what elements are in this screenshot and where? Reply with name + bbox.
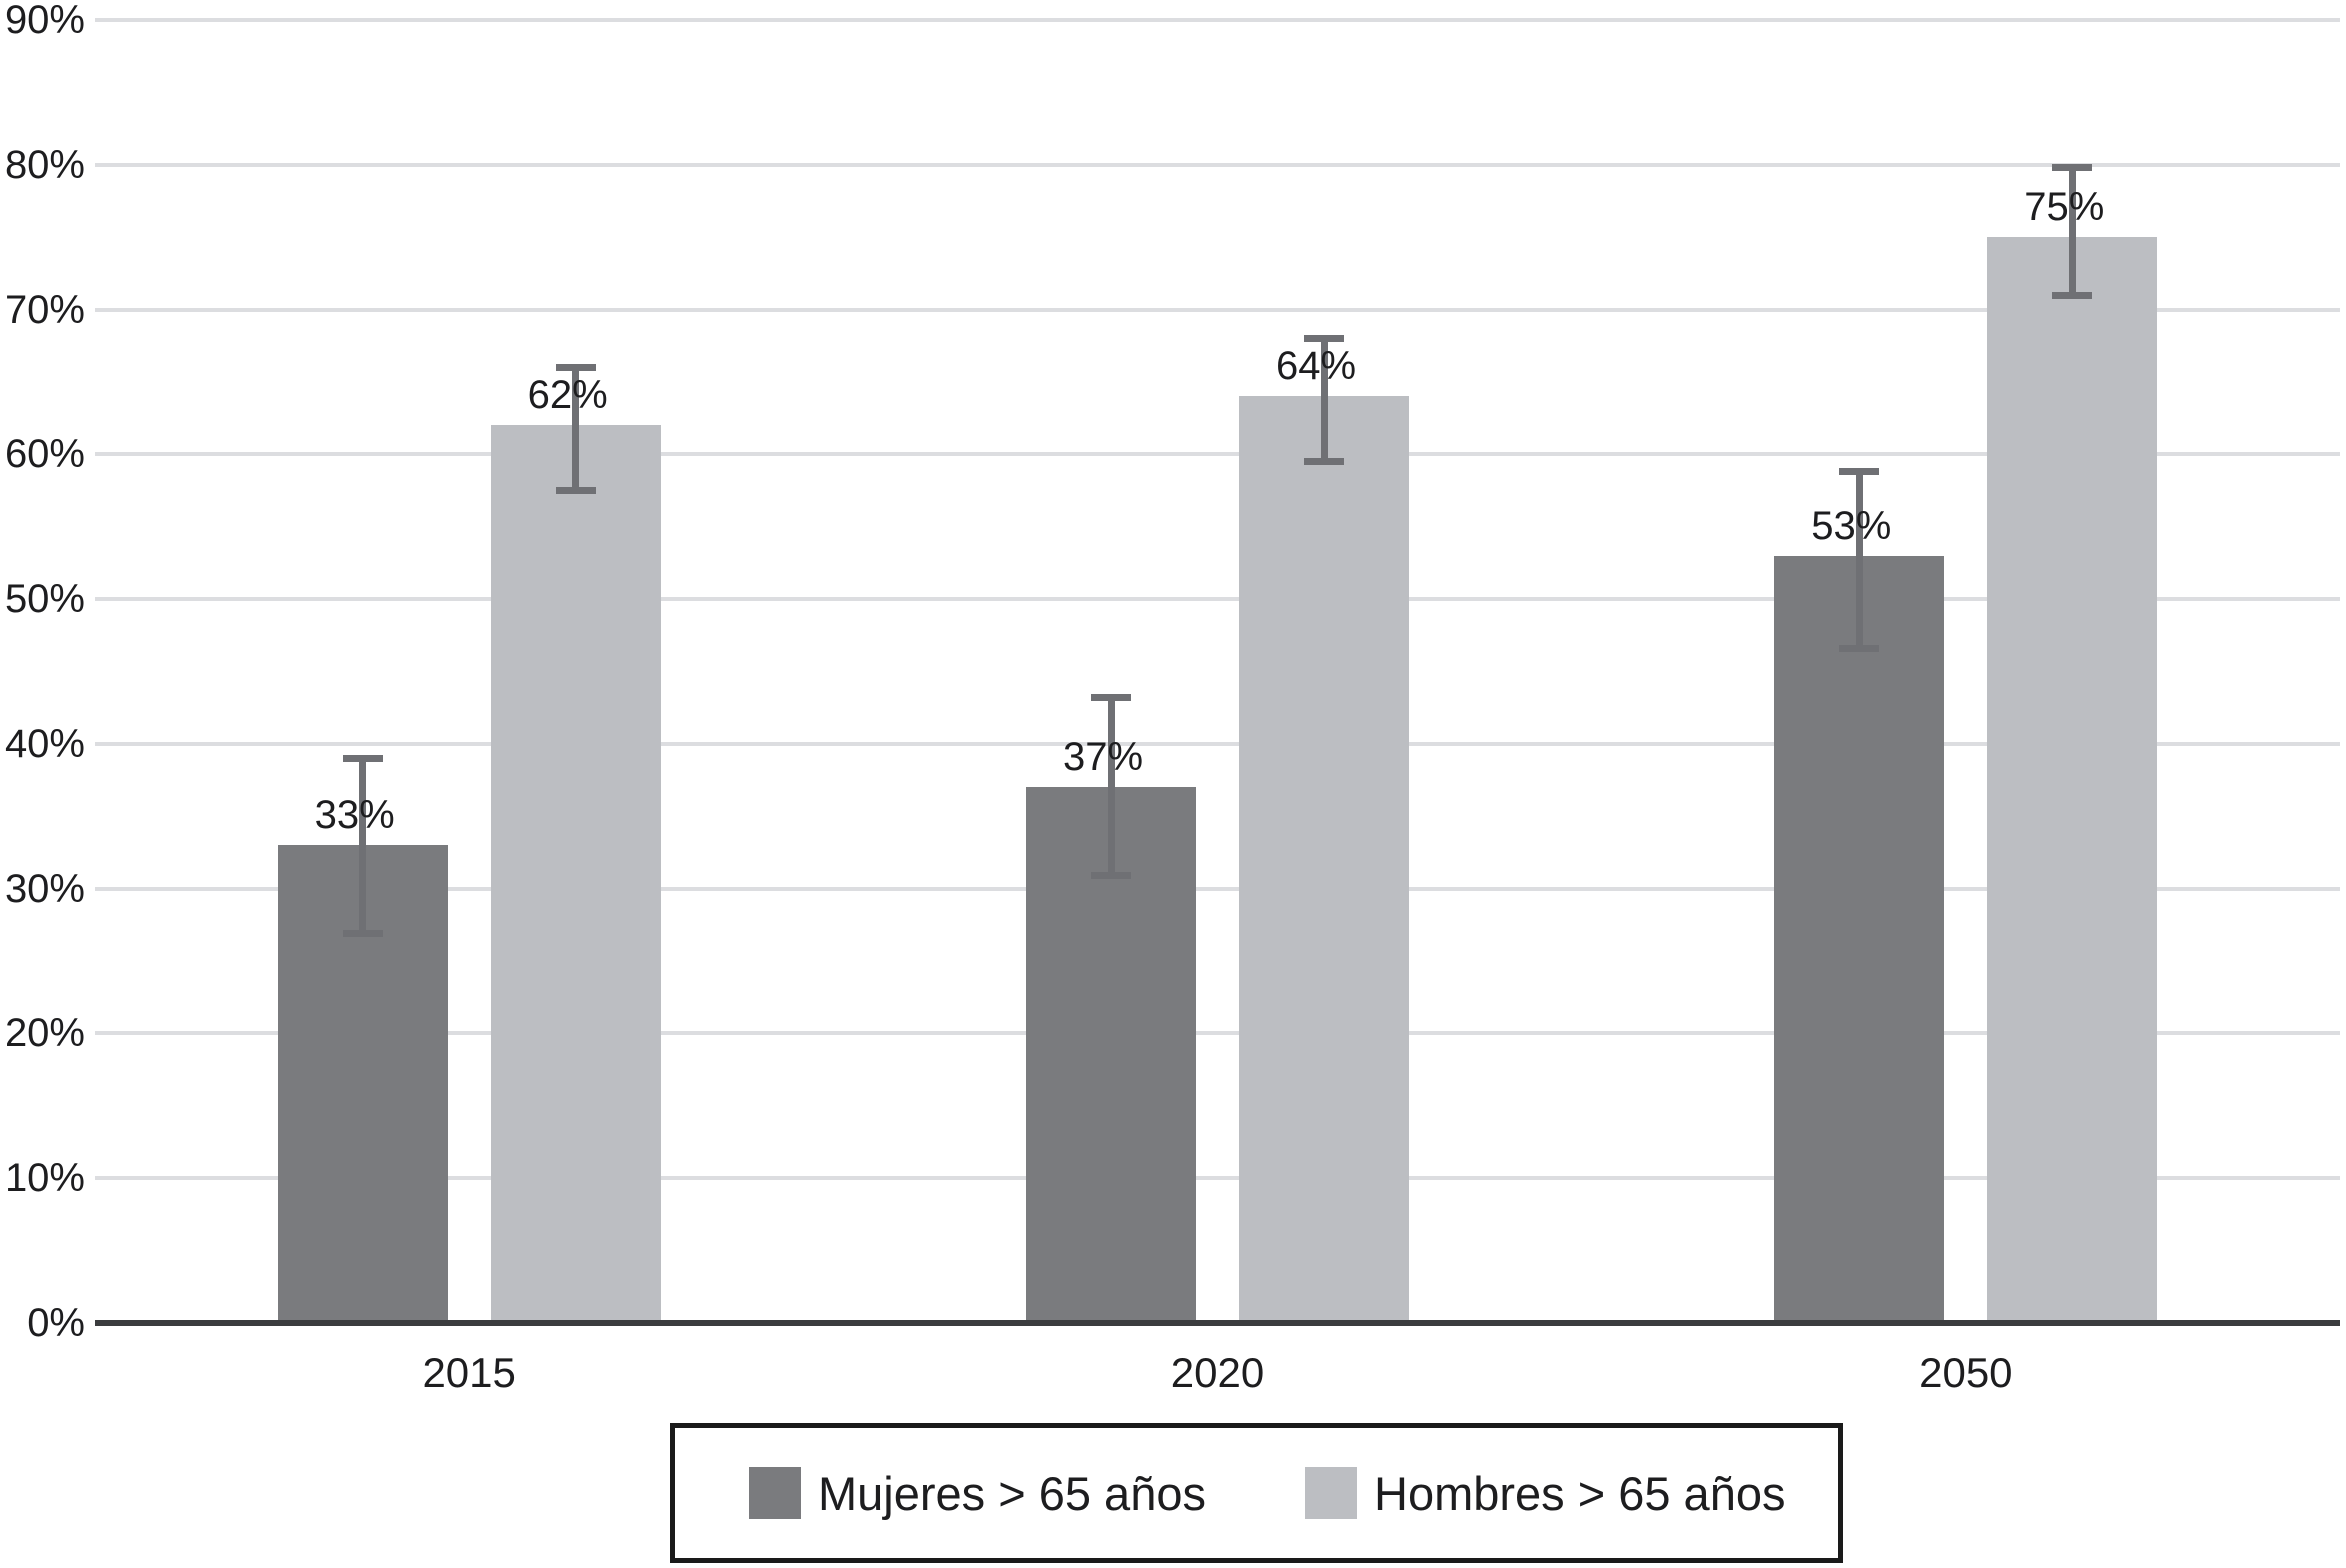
bar-2050-series0 <box>1774 555 1945 1323</box>
bar-value-label: 64% <box>1275 344 1357 389</box>
y-axis-tick-label: 60% <box>4 432 85 477</box>
y-axis-tick-label: 40% <box>4 721 85 766</box>
error-bar-cap-bottom <box>342 930 383 938</box>
bar-value-label: 75% <box>2024 185 2105 230</box>
gridline-60 <box>95 452 2340 457</box>
gridline-90 <box>95 18 2340 22</box>
bar-value-label: 33% <box>314 793 395 838</box>
bar-2015-series1 <box>490 425 661 1323</box>
y-axis-tick-label: 70% <box>4 287 85 332</box>
y-axis-tick-label: 20% <box>4 1011 85 1056</box>
legend-label: Hombres > 65 años <box>1374 1466 1786 1520</box>
bar-value-label: 37% <box>1062 735 1144 780</box>
y-axis-tick-label: 80% <box>4 142 85 187</box>
error-bar-cap-bottom <box>1839 644 1880 652</box>
gridline-40 <box>95 741 2340 746</box>
gridline-70 <box>95 307 2340 312</box>
error-bar-line <box>2068 167 2076 296</box>
gridline-50 <box>95 597 2340 602</box>
x-axis-category-label: 2015 <box>422 1349 516 1396</box>
x-axis-category-label: 2050 <box>1919 1349 2013 1396</box>
error-bar-cap-top <box>1091 694 1131 702</box>
x-axis-line <box>95 1320 2340 1326</box>
gridline-80 <box>95 162 2340 167</box>
error-bar-line <box>572 367 580 491</box>
y-axis-tick-label: 0% <box>27 1301 85 1345</box>
bar-2020-series1 <box>1239 396 1409 1323</box>
error-bar-line <box>359 758 367 934</box>
error-bar-line <box>1107 697 1115 876</box>
y-axis-tick-label: 30% <box>4 866 85 911</box>
error-bar-line <box>1855 471 1863 649</box>
error-bar-cap-bottom <box>1091 872 1131 880</box>
gridline-10 <box>95 1176 2340 1181</box>
legend-swatch-icon <box>1305 1467 1357 1519</box>
error-bar-cap-bottom <box>2052 291 2093 299</box>
x-axis-category-label: 2020 <box>1170 1349 1265 1396</box>
error-bar-cap-top <box>2052 164 2093 172</box>
y-axis-tick-label: 50% <box>4 577 85 622</box>
error-bar-cap-top <box>1304 335 1344 342</box>
error-bar-line <box>1320 338 1328 462</box>
error-bar-cap-top <box>342 754 383 762</box>
legend: Mujeres > 65 años Hombres > 65 años <box>670 1423 1843 1563</box>
y-axis-tick-label: 10% <box>4 1156 85 1201</box>
gridline-20 <box>95 1031 2340 1036</box>
error-bar-cap-top <box>1839 468 1880 476</box>
error-bar-cap-top <box>555 363 596 371</box>
legend-item-series1: Hombres > 65 años <box>1305 1428 1785 1558</box>
bar-2050-series1 <box>1987 237 2158 1323</box>
legend-swatch-icon <box>749 1467 801 1519</box>
bar-value-label: 62% <box>527 373 608 418</box>
y-axis-tick-label: 90% <box>4 0 85 42</box>
error-bar-cap-bottom <box>555 487 596 495</box>
gridline-30 <box>95 886 2340 891</box>
legend-item-series0: Mujeres > 65 años <box>749 1428 1206 1558</box>
error-bar-cap-bottom <box>1304 458 1344 466</box>
legend-label: Mujeres > 65 años <box>818 1466 1206 1520</box>
bar-value-label: 53% <box>1811 503 1892 548</box>
